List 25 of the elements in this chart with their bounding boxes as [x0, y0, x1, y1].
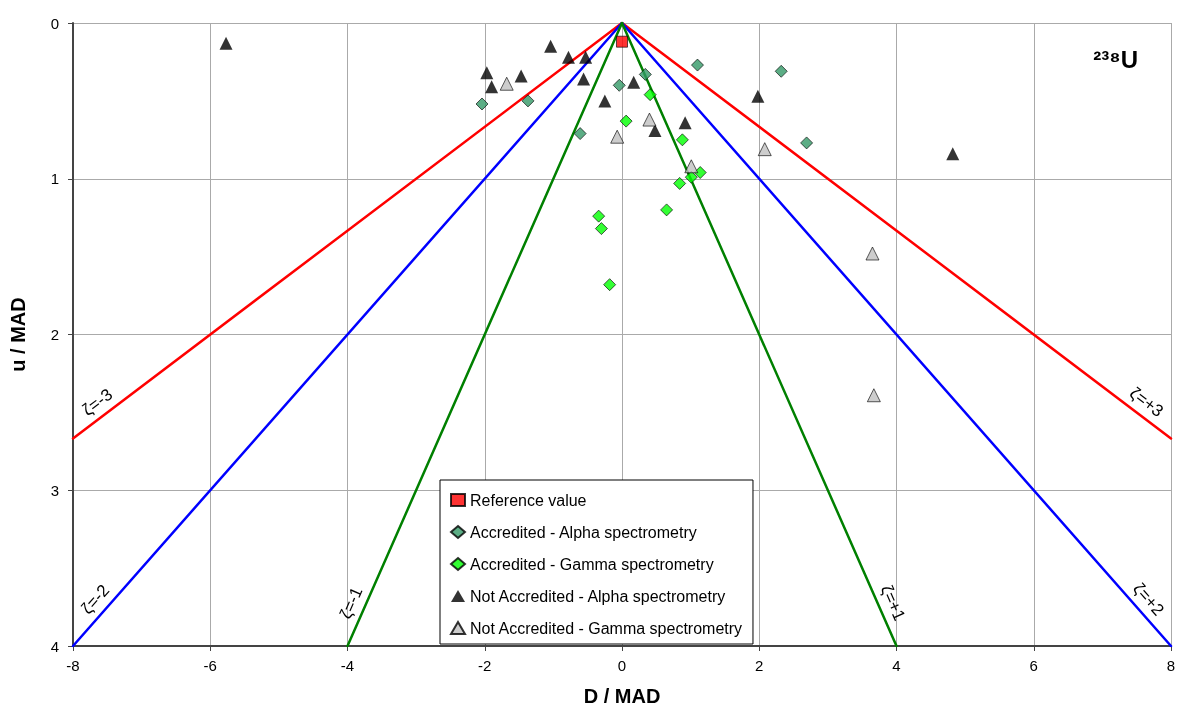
y-tick-label: 2 [50, 326, 59, 343]
y-tick-label: 0 [50, 14, 59, 32]
text: ²³⁸U [1093, 45, 1139, 73]
legend-label: Not Accredited - Gamma spectrometry [470, 619, 743, 637]
y-tick-label: 1 [50, 170, 59, 188]
x-tick-label: 2 [755, 657, 764, 674]
x-tick-label: 6 [1029, 657, 1038, 674]
legend-label: Reference value [470, 491, 587, 509]
text: ζ=+1 [876, 582, 909, 624]
legend-label: Accredited - Alpha spectrometry [470, 523, 697, 541]
x-tick-label: -2 [478, 657, 492, 674]
y-axis-title: u / MAD [7, 297, 29, 372]
y-tick-label: 3 [50, 481, 59, 499]
y-tick-label: 4 [50, 637, 59, 655]
x-tick-label: 8 [1166, 657, 1176, 674]
x-tick-label: -6 [203, 657, 217, 674]
text: ζ=-3 [78, 384, 117, 420]
text: ζ=-1 [335, 584, 367, 622]
x-axis-title: D / MAD [583, 685, 661, 707]
x-tick-label: 0 [617, 657, 627, 674]
x-tick-label: -4 [340, 657, 355, 674]
legend-label: Accredited - Gamma spectrometry [470, 555, 714, 573]
legend-label: Not Accredited - Alpha spectrometry [470, 587, 726, 605]
x-tick-label: 4 [892, 657, 901, 674]
x-tick-label: -8 [66, 657, 80, 674]
